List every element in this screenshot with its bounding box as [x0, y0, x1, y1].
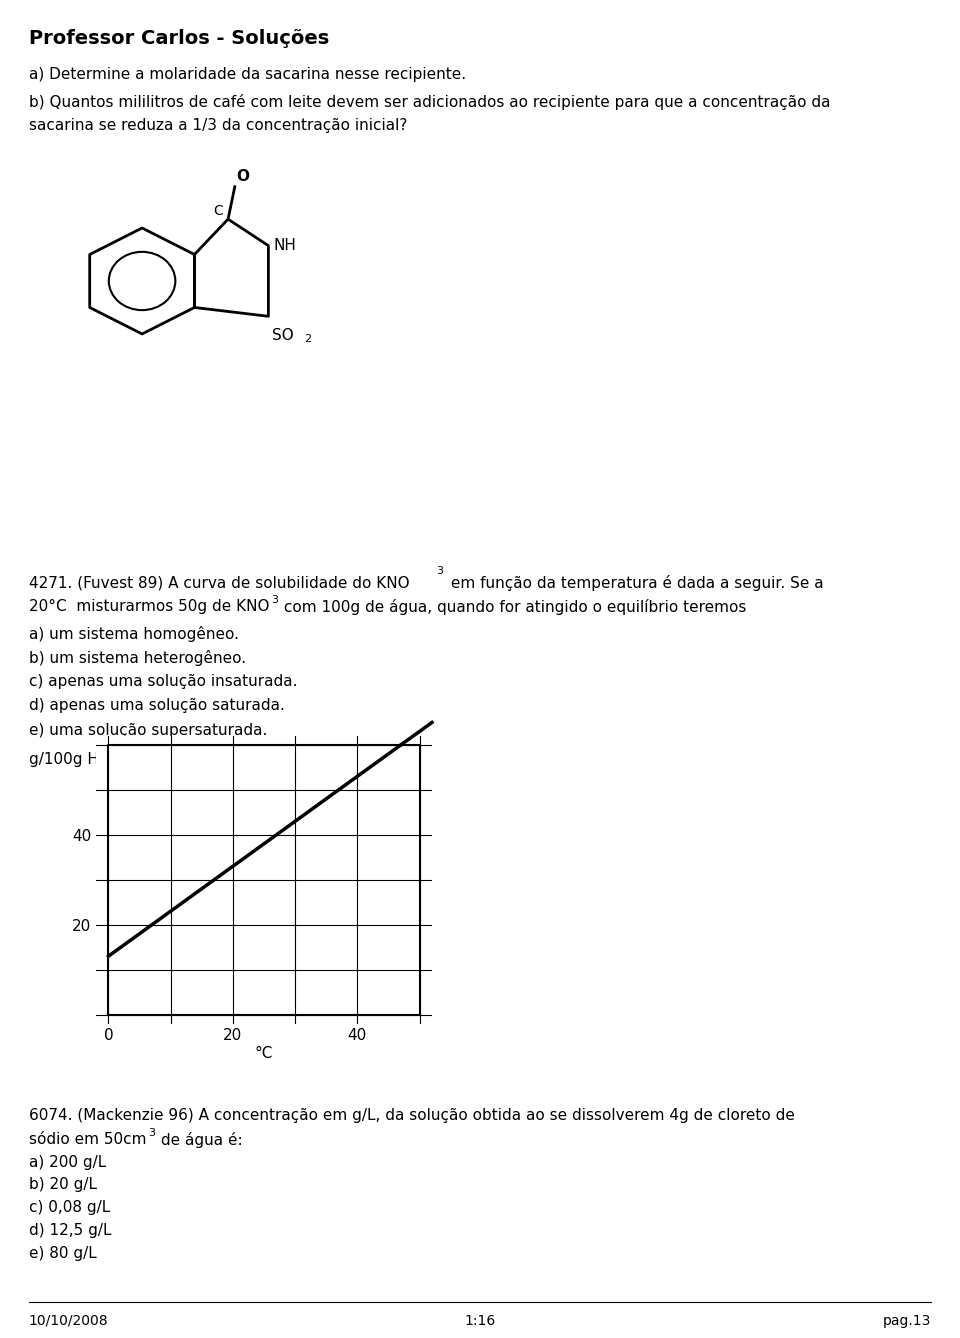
Text: com 100g de água, quando for atingido o equilíbrio teremos: com 100g de água, quando for atingido o … [279, 599, 747, 615]
Text: b) 20 g/L: b) 20 g/L [29, 1177, 97, 1192]
Text: 3: 3 [272, 595, 278, 605]
Text: 3: 3 [436, 566, 443, 575]
Text: b) um sistema heterogêneo.: b) um sistema heterogêneo. [29, 650, 246, 666]
Text: sacarina se reduza a 1/3 da concentração inicial?: sacarina se reduza a 1/3 da concentração… [29, 118, 407, 132]
Text: a) 200 g/L: a) 200 g/L [29, 1155, 106, 1169]
Text: e) 80 g/L: e) 80 g/L [29, 1246, 97, 1260]
Text: sódio em 50cm: sódio em 50cm [29, 1132, 146, 1147]
Text: em função da temperatura é dada a seguir. Se a: em função da temperatura é dada a seguir… [446, 575, 824, 591]
X-axis label: °C: °C [254, 1046, 274, 1061]
Text: d) apenas uma solução saturada.: d) apenas uma solução saturada. [29, 698, 285, 713]
Text: c) 0,08 g/L: c) 0,08 g/L [29, 1200, 110, 1215]
Text: 10/10/2008: 10/10/2008 [29, 1314, 108, 1327]
Text: 6074. (Mackenzie 96) A concentração em g/L, da solução obtida ao se dissolverem : 6074. (Mackenzie 96) A concentração em g… [29, 1108, 795, 1123]
Text: 2: 2 [303, 334, 311, 344]
Text: NH: NH [274, 238, 297, 253]
Text: a) um sistema homogêneo.: a) um sistema homogêneo. [29, 626, 239, 642]
Text: b) Quantos mililitros de café com leite devem ser adicionados ao recipiente para: b) Quantos mililitros de café com leite … [29, 94, 830, 110]
Text: pag.13: pag.13 [883, 1314, 931, 1327]
Text: O: O [236, 169, 250, 183]
Text: g/100g H: g/100g H [29, 752, 99, 767]
Text: C: C [213, 203, 223, 218]
Text: a) Determine a molaridade da sacarina nesse recipiente.: a) Determine a molaridade da sacarina ne… [29, 67, 466, 82]
Text: d) 12,5 g/L: d) 12,5 g/L [29, 1223, 111, 1238]
Text: 4271. (Fuvest 89) A curva de solubilidade do KNO: 4271. (Fuvest 89) A curva de solubilidad… [29, 575, 409, 590]
Text: Professor Carlos - Soluções: Professor Carlos - Soluções [29, 29, 329, 48]
Text: de água é:: de água é: [156, 1132, 242, 1148]
Text: c) apenas uma solução insaturada.: c) apenas uma solução insaturada. [29, 674, 298, 689]
Text: O: O [115, 752, 127, 767]
Text: 2: 2 [108, 748, 114, 757]
Text: 1:16: 1:16 [465, 1314, 495, 1327]
Text: SO: SO [272, 328, 294, 343]
Text: e) uma solução supersaturada.: e) uma solução supersaturada. [29, 723, 267, 737]
Text: 20°C  misturarmos 50g de KNO: 20°C misturarmos 50g de KNO [29, 599, 270, 614]
Text: 3: 3 [148, 1128, 155, 1137]
